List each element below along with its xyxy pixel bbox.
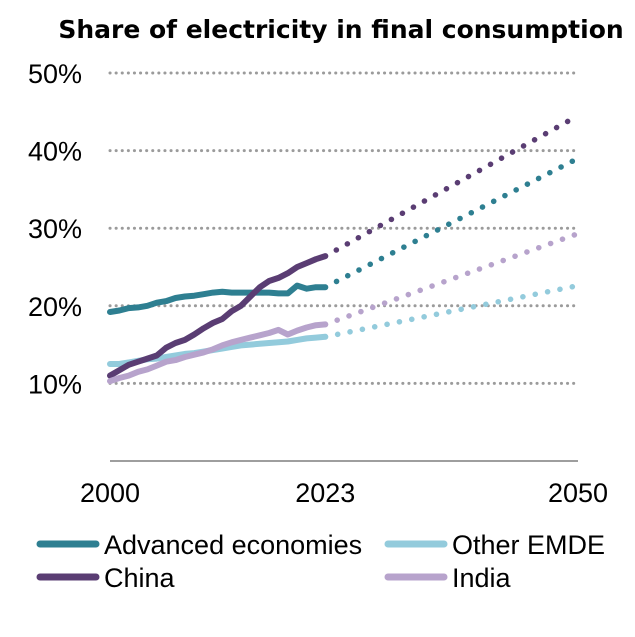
legend-label: China <box>104 563 176 593</box>
y-axis-ticks: 10% 20% 30% 40% 50% <box>28 59 82 399</box>
x-tick-label: 2050 <box>548 478 608 508</box>
legend-item-advanced-economies: Advanced economies <box>36 530 362 560</box>
legend-label: India <box>452 563 512 593</box>
x-axis-ticks: 2000 2023 2050 <box>80 478 608 508</box>
y-tick-label: 30% <box>28 214 82 244</box>
india-historical-line <box>107 321 329 385</box>
legend-item-other-emde: Other EMDE <box>384 530 605 560</box>
series-india <box>107 230 581 385</box>
series-advanced-economies <box>107 155 581 315</box>
chart-title: Share of electricity in final consumptio… <box>58 15 623 44</box>
legend-label: Other EMDE <box>452 530 605 560</box>
china-projection-line <box>322 112 581 259</box>
other-emde-projection-line <box>322 282 581 340</box>
advanced-economies-historical-line <box>107 282 329 315</box>
legend-label: Advanced economies <box>104 530 362 560</box>
china-historical-line <box>107 253 329 379</box>
series-china <box>107 112 581 379</box>
india-projection-line <box>322 230 581 328</box>
x-tick-label: 2023 <box>295 478 355 508</box>
gridlines <box>108 71 580 385</box>
y-tick-label: 10% <box>28 369 82 399</box>
legend-item-india: India <box>384 563 512 593</box>
y-tick-label: 50% <box>28 59 82 89</box>
legend: Advanced economies Other EMDE China India <box>36 530 605 593</box>
y-tick-label: 40% <box>28 137 82 167</box>
series-lines <box>107 112 581 385</box>
legend-item-china: China <box>36 563 176 593</box>
x-tick-label: 2000 <box>80 478 140 508</box>
y-tick-label: 20% <box>28 292 82 322</box>
advanced-economies-projection-line <box>322 155 581 290</box>
